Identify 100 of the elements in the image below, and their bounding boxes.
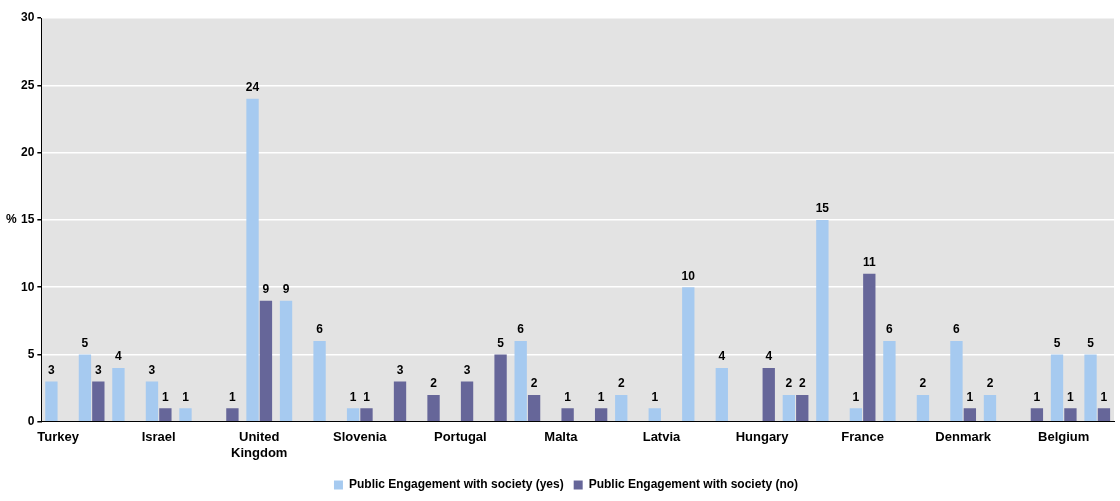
x-tick-label: Malta	[544, 429, 579, 445]
x-tick-label: Hungary	[735, 429, 790, 445]
bar	[313, 341, 326, 422]
bar	[615, 394, 628, 422]
data-label: 24	[245, 80, 260, 95]
data-label: 6	[316, 322, 324, 337]
data-label: 2	[530, 376, 538, 391]
x-tick-label: Israel	[141, 429, 176, 445]
bar	[246, 98, 259, 422]
data-label: 1	[182, 389, 190, 404]
data-label: 6	[886, 322, 894, 337]
data-label: 2	[798, 376, 806, 391]
bar	[715, 367, 728, 422]
data-label: 5	[1053, 335, 1061, 350]
x-tick-label: Turkey	[37, 429, 80, 445]
data-label: 3	[396, 362, 404, 377]
data-label: 5	[497, 335, 505, 350]
bar	[796, 394, 809, 422]
bar	[514, 341, 527, 422]
bar	[863, 273, 876, 422]
data-label: 4	[718, 349, 726, 364]
data-label: 1	[597, 389, 605, 404]
bar	[648, 408, 661, 422]
y-tick-label: 5	[27, 346, 35, 361]
bar	[1050, 354, 1064, 422]
bar	[427, 394, 440, 422]
x-tick-label: Latvia	[642, 429, 682, 445]
x-tick-label: Slovenia	[333, 429, 388, 445]
bar	[259, 300, 273, 422]
data-label: 5	[1087, 335, 1095, 350]
bar	[527, 394, 541, 422]
data-label: 1	[852, 389, 860, 404]
bar	[112, 367, 125, 422]
y-tick-label: 25	[20, 77, 35, 92]
bar	[1064, 408, 1077, 422]
data-label: 1	[564, 389, 572, 404]
y-tick-label: 20	[20, 144, 35, 159]
bar	[494, 354, 507, 422]
data-label: 2	[785, 376, 793, 391]
data-label: 2	[986, 376, 994, 391]
y-tick-label: 0	[27, 414, 35, 429]
bar	[145, 381, 159, 422]
data-label: 1	[229, 389, 237, 404]
x-tick-label: France	[841, 429, 884, 445]
bar	[950, 341, 963, 422]
data-label: 1	[162, 389, 170, 404]
bar	[279, 300, 293, 422]
bar	[983, 394, 997, 422]
data-label: 11	[862, 255, 876, 270]
x-tick-label: United Kingdom	[231, 429, 288, 460]
data-label: 1	[1100, 389, 1108, 404]
data-label: 1	[349, 389, 357, 404]
data-label: 4	[115, 349, 123, 364]
data-label: 5	[81, 335, 89, 350]
bar	[762, 367, 775, 422]
data-label: 6	[517, 322, 525, 337]
bar	[883, 341, 896, 422]
y-tick-label: 10	[20, 279, 35, 294]
data-label: 2	[919, 376, 927, 391]
bar	[963, 408, 977, 422]
legend-label: Public Engagement with society (yes)	[348, 477, 564, 492]
data-label: 6	[953, 322, 961, 337]
bar	[1030, 408, 1044, 422]
bar	[916, 394, 930, 422]
bar	[594, 408, 608, 422]
x-tick-label: Portugal	[433, 429, 487, 445]
bar	[1097, 408, 1111, 422]
y-axis-title: %	[6, 212, 17, 227]
data-label: 9	[282, 281, 290, 296]
data-label: 2	[617, 376, 625, 391]
bar	[78, 354, 92, 422]
bar	[561, 408, 574, 422]
x-tick-label: Belgium	[1038, 429, 1090, 445]
bar	[360, 408, 373, 422]
bar	[92, 381, 105, 422]
data-label: 1	[363, 389, 371, 404]
data-label: 10	[681, 268, 696, 283]
bar	[226, 408, 239, 422]
bar	[816, 219, 829, 422]
data-label: 1	[651, 389, 659, 404]
data-label: 1	[1033, 389, 1041, 404]
data-label: 3	[94, 362, 102, 377]
data-label: 3	[148, 362, 156, 377]
bar	[45, 381, 58, 422]
data-label: 1	[966, 389, 974, 404]
data-label: 2	[430, 376, 438, 391]
bar	[159, 408, 172, 422]
bar	[393, 381, 407, 422]
data-label: 15	[815, 201, 830, 216]
bar	[346, 408, 360, 422]
bar	[682, 287, 695, 422]
data-label: 3	[48, 362, 56, 377]
data-label: 4	[765, 349, 773, 364]
bar	[849, 408, 863, 422]
bar	[179, 408, 192, 422]
x-tick-label: Denmark	[935, 429, 992, 445]
y-tick-label: 15	[20, 212, 35, 227]
data-label: 3	[463, 362, 471, 377]
data-label: 9	[262, 281, 270, 296]
bar	[782, 394, 796, 422]
